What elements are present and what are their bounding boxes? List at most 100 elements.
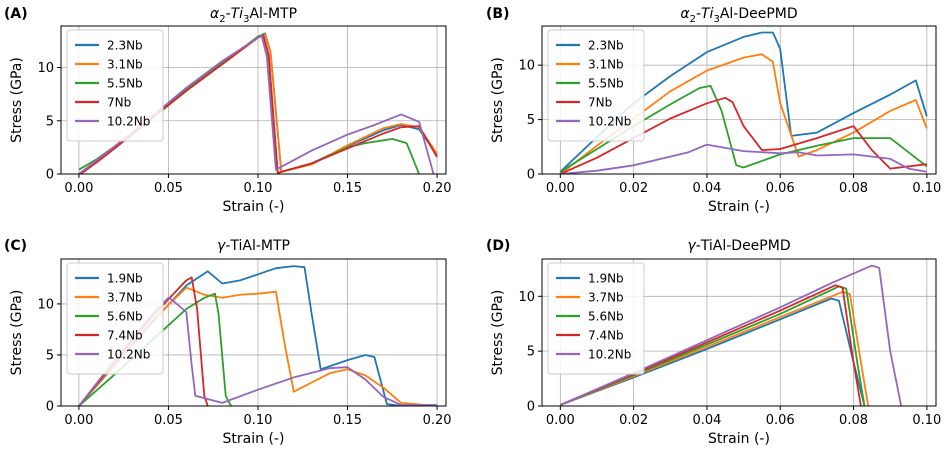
- title-part: Al-MTP: [249, 6, 297, 22]
- legend-box: [66, 29, 164, 142]
- y-tick-label: 5: [527, 345, 535, 360]
- series-line-1.9Nb: [559, 297, 866, 406]
- legend-label: 5.6Nb: [107, 310, 143, 324]
- panel-label: (A): [4, 6, 28, 22]
- legend-label: 10.2Nb: [588, 115, 631, 129]
- series-line-10.2Nb: [78, 296, 437, 406]
- legend-label: 1.9Nb: [107, 272, 143, 286]
- series-group: [559, 264, 903, 406]
- panel-label: (C): [4, 238, 27, 254]
- x-tick-label: 0.05: [154, 413, 183, 428]
- axes-frame: [60, 258, 447, 407]
- title-part: α: [680, 6, 690, 22]
- legend: 1.9Nb 3.7Nb 5.6Nb 7.4Nb 10.2Nb: [66, 262, 164, 375]
- series-line-10.2Nb: [559, 264, 903, 406]
- y-tick-label: 0: [527, 400, 535, 415]
- title-part: -TiAl-DeePMD: [696, 238, 791, 254]
- title-part: 2: [219, 14, 225, 25]
- legend-label: 7Nb: [107, 96, 131, 110]
- title-part: 3: [713, 14, 719, 25]
- legend-label: 5.6Nb: [588, 310, 624, 324]
- x-axis-label: Strain (-): [708, 431, 770, 447]
- legend: 1.9Nb 3.7Nb 5.6Nb 7.4Nb 10.2Nb: [547, 262, 645, 375]
- title-part: α: [210, 6, 220, 22]
- panel-c: 0.00 0.05 0.10 0.15 0.20 0 5 10 Strain (-) Stress…: [4, 238, 452, 447]
- axes-frame: [60, 25, 447, 175]
- x-tick-label: 0.02: [619, 413, 648, 428]
- x-tick-label: 0.05: [154, 181, 183, 196]
- legend-label: 5.5Nb: [588, 77, 624, 91]
- series-line-7Nb: [559, 96, 927, 174]
- legend-label: 1.9Nb: [588, 272, 624, 286]
- y-axis-label: Stress (GPa): [490, 57, 506, 143]
- y-tick-label: 10: [37, 297, 54, 312]
- title-part: -: [696, 6, 701, 22]
- y-tick-label: 5: [527, 113, 535, 128]
- series-line-1.9Nb: [78, 265, 437, 406]
- title-part: Ti: [231, 6, 244, 22]
- series-line-2.3Nb: [559, 31, 928, 173]
- chart-title: α2-Ti3Al-MTP: [210, 6, 297, 25]
- x-tick-label: 0.10: [912, 181, 941, 196]
- series-line-7.4Nb: [559, 284, 862, 406]
- title-part: γ: [687, 238, 696, 254]
- x-tick-label: 0.00: [64, 181, 93, 196]
- title-part: 3: [243, 14, 249, 25]
- legend-label: 3.7Nb: [107, 291, 143, 305]
- legend-label: 10.2Nb: [107, 115, 150, 129]
- x-tick-label: 0.08: [839, 413, 868, 428]
- series-line-3.1Nb: [559, 53, 928, 174]
- x-tick-label: 0.04: [692, 181, 721, 196]
- legend-label: 7.4Nb: [588, 329, 624, 343]
- series-line-3.7Nb: [559, 291, 870, 406]
- legend: 2.3Nb 3.1Nb 5.5Nb 7Nb 10.2Nb: [547, 29, 645, 142]
- panel-label: (B): [486, 6, 509, 22]
- series-line-3.7Nb: [78, 286, 438, 406]
- title-part: γ: [217, 238, 226, 254]
- legend-box: [547, 262, 645, 375]
- y-tick-label: 5: [46, 348, 54, 363]
- y-tick-label: 0: [527, 168, 535, 183]
- legend-label: 10.2Nb: [588, 348, 631, 362]
- x-tick-label: 0.20: [423, 181, 452, 196]
- x-tick-label: 0.15: [333, 413, 362, 428]
- x-tick-label: 0.10: [912, 413, 941, 428]
- y-tick-label: 0: [46, 400, 54, 415]
- title-part: -: [226, 6, 231, 22]
- panel-a: 0.00 0.05 0.10 0.15 0.20 0 5 10 Strain (-) Stress…: [4, 6, 452, 215]
- x-tick-label: 0.06: [766, 413, 795, 428]
- title-part: Ti: [701, 6, 714, 22]
- x-tick-label: 0.00: [546, 181, 575, 196]
- panel-label: (D): [486, 238, 510, 254]
- legend-label: 7Nb: [588, 96, 612, 110]
- legend-label: 5.5Nb: [107, 77, 143, 91]
- y-tick-label: 0: [46, 168, 54, 183]
- series-line-5.6Nb: [559, 285, 866, 406]
- chart-title: γ-TiAl-DeePMD: [687, 238, 790, 254]
- legend-label: 3.7Nb: [588, 291, 624, 305]
- title-part: -TiAl-MTP: [225, 238, 290, 254]
- title-part: Al-DeePMD: [720, 6, 798, 22]
- y-tick-label: 10: [518, 290, 535, 305]
- chart-title: α2-Ti3Al-DeePMD: [680, 6, 797, 25]
- series-group: [78, 265, 438, 406]
- x-tick-label: 0.00: [64, 413, 93, 428]
- x-tick-label: 0.10: [244, 413, 273, 428]
- y-axis-label: Stress (GPa): [9, 57, 25, 143]
- x-tick-label: 0.08: [839, 181, 868, 196]
- x-axis-label: Strain (-): [708, 199, 770, 215]
- x-tick-label: 0.04: [692, 413, 721, 428]
- y-tick-label: 5: [46, 114, 54, 129]
- x-axis-label: Strain (-): [223, 431, 285, 447]
- axes-frame: [541, 25, 937, 175]
- axes-frame: [541, 258, 937, 407]
- x-tick-label: 0.02: [619, 181, 648, 196]
- panel-b: 0.00 0.02 0.04 0.06 0.08 0.10 0 5 10 Strain (-) St…: [486, 6, 941, 215]
- legend-box: [547, 29, 645, 142]
- legend-label: 7.4Nb: [107, 329, 143, 343]
- x-axis-label: Strain (-): [223, 199, 285, 215]
- y-axis-label: Stress (GPa): [490, 290, 506, 376]
- x-tick-label: 0.00: [546, 413, 575, 428]
- legend-label: 3.1Nb: [107, 58, 143, 72]
